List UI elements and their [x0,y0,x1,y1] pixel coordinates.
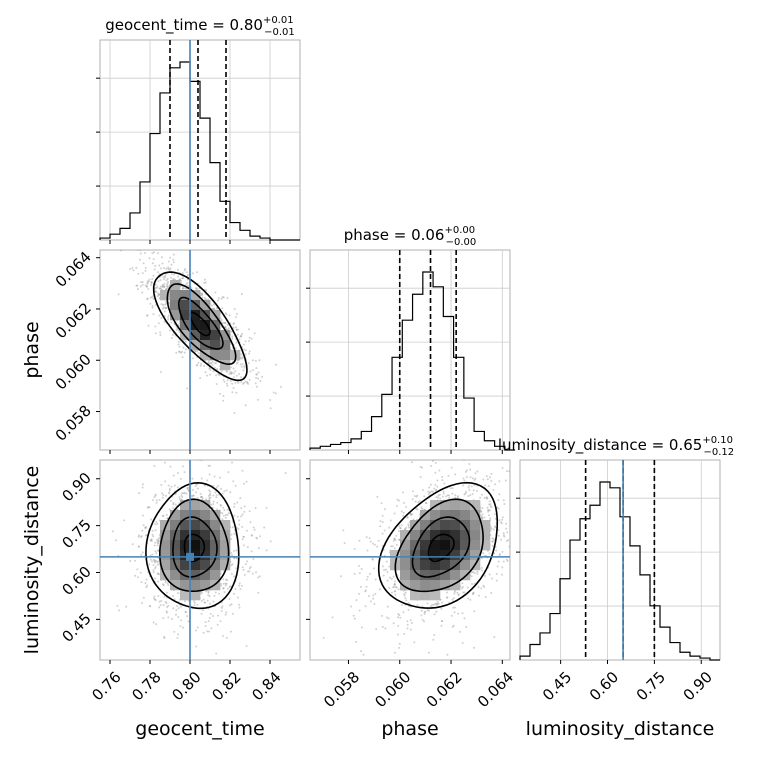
panel-title-luminosity_distance: luminosity_distance = 0.65+0.10 −0.12 [498,435,734,458]
contour-line [427,533,455,563]
y-axis-label-luminosity_distance: luminosity_distance [21,466,43,655]
histogram-luminosity_distance [519,481,720,661]
hist-panel-phase: phase = 0.06+0.00 −0.00 [306,225,516,454]
hist-panel-geocent_time: geocent_time = 0.80+0.01 −0.01 [96,15,301,244]
truth-marker [186,552,194,561]
contour-line [377,481,499,609]
x-axis-label-geocent_time: geocent_time [135,718,264,740]
histogram-phase [309,271,516,451]
panel-title-geocent_time: geocent_time = 0.80+0.01 −0.01 [105,15,295,38]
contour-line [411,516,471,578]
contour-line [166,283,237,366]
contour-line [145,481,240,610]
contour-line [152,271,248,382]
hist-frame [99,39,301,241]
joint-panel-geocent_time-phase [96,249,301,454]
panel-title-phase: phase = 0.06+0.00 −0.00 [344,225,477,248]
contour-line [183,533,206,563]
x-axis-label-luminosity_distance: luminosity_distance [526,718,715,740]
y-axis-label-phase: phase [21,321,43,378]
x-axis-label-phase: phase [381,718,438,740]
joint-panel-geocent_time-luminosity_distance [96,459,301,664]
hist-panel-luminosity_distance: luminosity_distance = 0.65+0.10 −0.12 [498,435,734,664]
contour-line [159,498,230,592]
contour-line [178,296,224,350]
joint-panel-phase-luminosity_distance [306,459,511,664]
joint-frame [99,459,301,661]
hist-frame [309,249,511,451]
contour-line [172,516,218,578]
contour-line [394,498,484,593]
